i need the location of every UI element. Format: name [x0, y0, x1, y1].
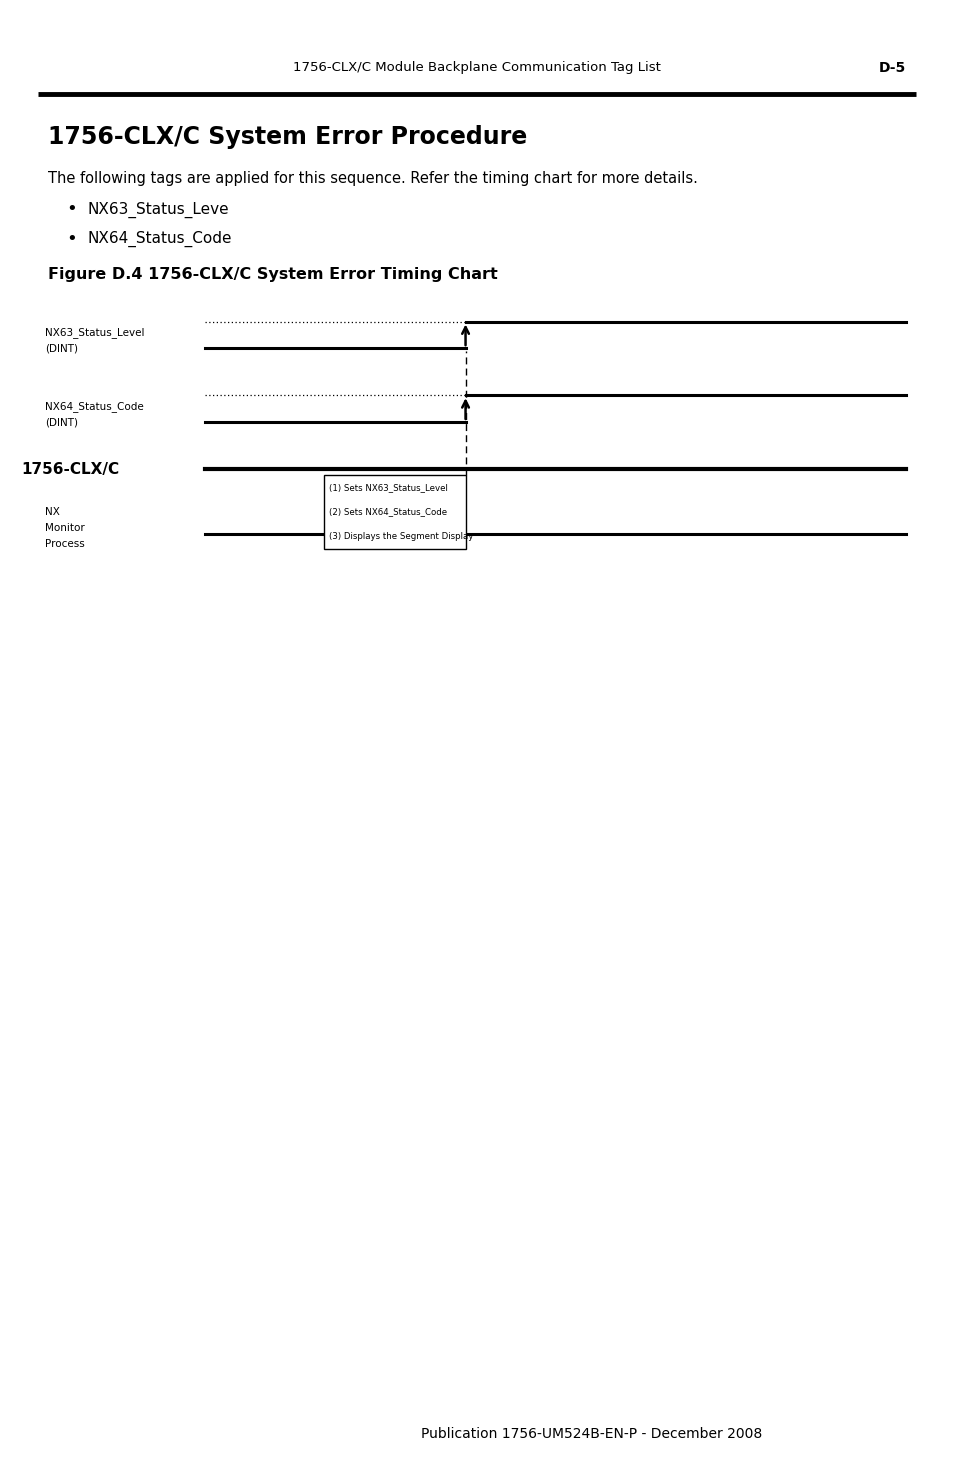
Text: D-5: D-5: [878, 60, 904, 75]
Text: NX64_Status_Code: NX64_Status_Code: [45, 401, 144, 412]
Text: Monitor: Monitor: [45, 524, 85, 532]
Text: (2) Sets NX64_Status_Code: (2) Sets NX64_Status_Code: [329, 507, 447, 516]
Text: Figure D.4 1756-CLX/C System Error Timing Chart: Figure D.4 1756-CLX/C System Error Timin…: [48, 267, 497, 282]
Text: •: •: [66, 201, 77, 218]
Bar: [324, 475, 465, 549]
Text: •: •: [66, 230, 77, 248]
Text: NX63_Status_Level: NX63_Status_Level: [45, 327, 144, 338]
Text: Publication 1756-UM524B-EN-P - December 2008: Publication 1756-UM524B-EN-P - December …: [420, 1426, 761, 1441]
Text: (DINT): (DINT): [45, 344, 78, 354]
Text: 1756-CLX/C Module Backplane Communication Tag List: 1756-CLX/C Module Backplane Communicatio…: [293, 62, 660, 74]
Text: (3) Displays the Segment Display: (3) Displays the Segment Display: [329, 532, 473, 541]
Text: Process: Process: [45, 540, 85, 549]
Text: 1756-CLX/C: 1756-CLX/C: [21, 462, 119, 476]
Text: The following tags are applied for this sequence. Refer the timing chart for mor: The following tags are applied for this …: [48, 171, 697, 186]
Text: NX64_Status_Code: NX64_Status_Code: [88, 232, 232, 246]
Text: NX63_Status_Leve: NX63_Status_Leve: [88, 202, 229, 217]
Text: NX: NX: [45, 507, 60, 516]
Text: 1756-CLX/C System Error Procedure: 1756-CLX/C System Error Procedure: [48, 125, 526, 149]
Text: (DINT): (DINT): [45, 417, 78, 428]
Text: (1) Sets NX63_Status_Level: (1) Sets NX63_Status_Level: [329, 482, 448, 491]
